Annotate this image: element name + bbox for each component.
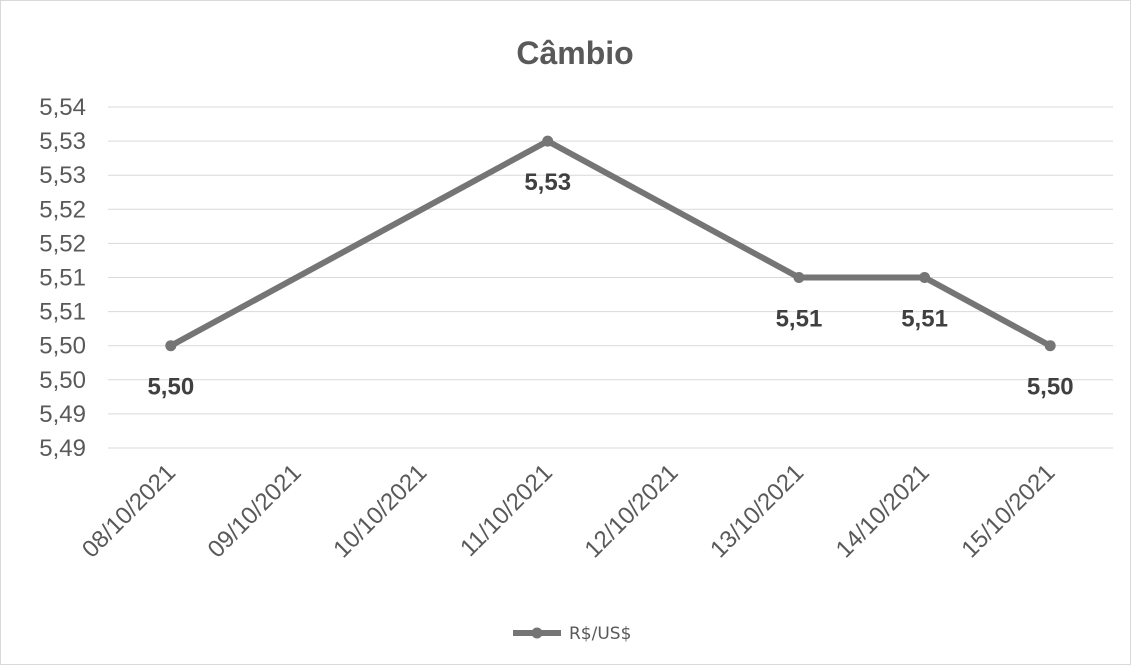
x-tick-label: 13/10/2021 — [705, 459, 809, 563]
y-tick-label: 5,52 — [39, 196, 86, 223]
legend-point-marker — [531, 627, 543, 639]
data-labels: 5,50 5,53 5,51 5,51 5,50 — [147, 169, 1073, 401]
x-tick-label: 10/10/2021 — [328, 459, 432, 563]
y-tick-label: 5,50 — [39, 333, 86, 360]
y-tick-label: 5,50 — [39, 367, 86, 394]
data-point — [1044, 340, 1056, 352]
data-point — [793, 272, 805, 283]
data-label: 5,51 — [901, 306, 948, 333]
x-tick-label: 11/10/2021 — [455, 459, 558, 562]
y-tick-label: 5,49 — [39, 435, 86, 462]
x-tick-label: 12/10/2021 — [580, 459, 684, 563]
y-axis-tick-labels: 5,49 5,49 5,50 5,50 5,51 5,51 5,52 5,52 5,53 5,53… — [39, 94, 86, 462]
data-label: 5,51 — [776, 306, 823, 333]
gridlines — [108, 106, 1113, 449]
legend: R$/US$ — [513, 624, 631, 644]
y-tick-label: 5,51 — [39, 299, 86, 326]
y-tick-label: 5,49 — [39, 401, 86, 428]
x-tick-label: 09/10/2021 — [203, 459, 307, 563]
x-tick-label: 14/10/2021 — [831, 459, 935, 563]
y-tick-label: 5,53 — [39, 162, 86, 189]
data-point — [165, 340, 177, 352]
data-point — [542, 135, 554, 147]
y-tick-label: 5,53 — [39, 128, 86, 155]
y-tick-label: 5,51 — [39, 265, 86, 292]
x-axis-tick-labels: 08/10/2021 09/10/2021 10/10/2021 11/10/2021… — [77, 459, 1060, 563]
data-point — [919, 272, 931, 283]
x-tick-label: 15/10/2021 — [956, 459, 1060, 563]
legend-label-r-us: R$/US$ — [569, 624, 631, 644]
data-label: 5,50 — [1027, 374, 1074, 401]
x-tick-label: 08/10/2021 — [77, 459, 181, 563]
data-label: 5,50 — [147, 374, 194, 401]
series-r-us — [165, 135, 1056, 352]
data-label: 5,53 — [524, 169, 571, 196]
chart-title: Câmbio — [516, 35, 633, 71]
y-tick-label: 5,54 — [39, 94, 86, 121]
y-tick-label: 5,52 — [39, 230, 86, 257]
